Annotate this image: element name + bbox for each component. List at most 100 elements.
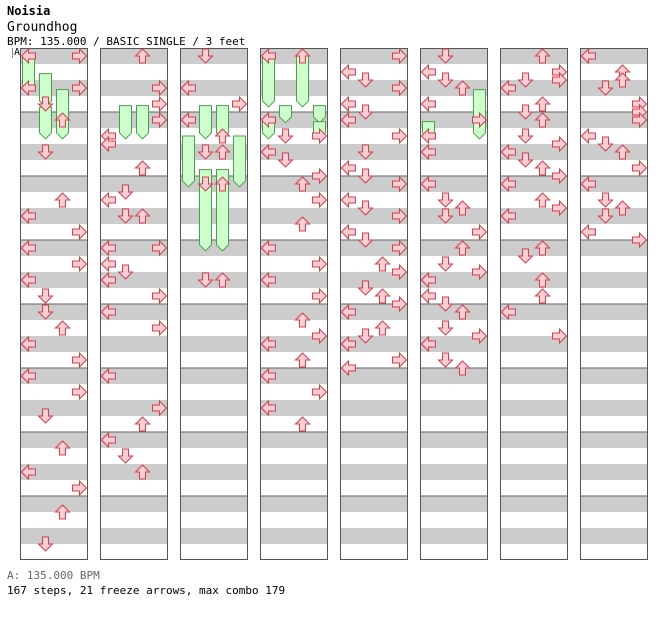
beat-stripe bbox=[340, 176, 408, 192]
beat-stripe bbox=[340, 304, 408, 320]
beat-stripe bbox=[580, 240, 648, 256]
step-arrow-up bbox=[214, 128, 231, 144]
beat-stripe bbox=[500, 368, 568, 384]
chart-summary: 167 steps, 21 freeze arrows, max combo 1… bbox=[7, 584, 286, 597]
beat-stripe bbox=[100, 48, 168, 64]
freeze-arrow bbox=[199, 169, 212, 252]
beat-stripe bbox=[180, 208, 248, 224]
step-arrow-down bbox=[517, 104, 534, 120]
step-arrow-left bbox=[420, 95, 436, 113]
column-border bbox=[260, 48, 328, 560]
beat-stripe bbox=[20, 368, 88, 384]
step-arrow-left bbox=[500, 143, 516, 161]
beat-stripe bbox=[420, 272, 488, 288]
step-arrow-left bbox=[260, 143, 276, 161]
step-arrow-up bbox=[294, 352, 311, 368]
step-arrow-right bbox=[392, 295, 408, 313]
freeze-arrow bbox=[136, 105, 149, 140]
beat-stripe bbox=[500, 496, 568, 512]
step-arrow-left bbox=[340, 95, 356, 113]
beat-stripe bbox=[180, 400, 248, 416]
step-arrow-up bbox=[294, 216, 311, 232]
step-arrow-left bbox=[100, 191, 116, 209]
beat-stripe bbox=[500, 432, 568, 448]
beat-stripe bbox=[340, 240, 408, 256]
beat-stripe bbox=[180, 144, 248, 160]
step-arrow-right bbox=[392, 175, 408, 193]
step-arrow-down bbox=[597, 192, 614, 208]
step-arrow-right bbox=[152, 399, 168, 417]
beat-stripe bbox=[180, 80, 248, 96]
beat-stripe bbox=[500, 144, 568, 160]
step-arrow-down bbox=[117, 448, 134, 464]
step-arrow-down bbox=[437, 352, 454, 368]
step-arrow-down bbox=[37, 288, 54, 304]
step-arrow-up bbox=[534, 96, 551, 112]
step-arrow-right bbox=[312, 287, 328, 305]
beat-stripe bbox=[340, 528, 408, 544]
step-arrow-down bbox=[517, 72, 534, 88]
step-arrow-right bbox=[72, 383, 88, 401]
step-arrow-right bbox=[552, 199, 568, 217]
beat-stripe bbox=[420, 432, 488, 448]
beat-stripe bbox=[580, 304, 648, 320]
step-arrow-up bbox=[534, 272, 551, 288]
beat-stripe bbox=[260, 144, 328, 160]
beat-stripe bbox=[500, 112, 568, 128]
step-arrow-up bbox=[534, 240, 551, 256]
step-arrow-right bbox=[152, 287, 168, 305]
beat-stripe bbox=[20, 336, 88, 352]
step-arrow-right bbox=[312, 327, 328, 345]
beat-stripe bbox=[580, 208, 648, 224]
beat-stripe bbox=[20, 528, 88, 544]
beat-stripe bbox=[340, 112, 408, 128]
step-arrow-up bbox=[534, 48, 551, 64]
step-arrow-right bbox=[72, 351, 88, 369]
beat-stripe bbox=[20, 496, 88, 512]
step-arrow-up bbox=[534, 288, 551, 304]
step-arrow-down bbox=[37, 304, 54, 320]
step-arrow-up bbox=[374, 288, 391, 304]
beat-stripe bbox=[580, 176, 648, 192]
step-arrow-left bbox=[100, 239, 116, 257]
freeze-arrow bbox=[39, 106, 52, 140]
step-arrow-left bbox=[20, 79, 36, 97]
column-border bbox=[500, 48, 568, 560]
step-arrow-right bbox=[72, 479, 88, 497]
beat-stripe bbox=[500, 464, 568, 480]
step-arrow-down bbox=[117, 264, 134, 280]
step-arrow-left bbox=[100, 367, 116, 385]
beat-stripe bbox=[500, 240, 568, 256]
step-arrow-right bbox=[392, 47, 408, 65]
beat-stripe bbox=[580, 144, 648, 160]
step-arrow-left bbox=[340, 111, 356, 129]
beat-stripe bbox=[500, 528, 568, 544]
beat-stripe bbox=[500, 208, 568, 224]
step-arrow-right bbox=[552, 135, 568, 153]
beat-stripe bbox=[420, 240, 488, 256]
beat-stripe bbox=[180, 240, 248, 256]
beat-stripe bbox=[340, 48, 408, 64]
step-arrow-right bbox=[552, 327, 568, 345]
step-arrow-down bbox=[277, 128, 294, 144]
beat-stripe bbox=[420, 80, 488, 96]
beat-stripe bbox=[260, 80, 328, 96]
beat-stripe bbox=[260, 304, 328, 320]
beat-stripe bbox=[420, 176, 488, 192]
beat-stripe bbox=[420, 464, 488, 480]
step-arrow-up bbox=[454, 360, 471, 376]
step-arrow-down bbox=[37, 96, 54, 112]
beat-stripe bbox=[100, 368, 168, 384]
step-arrow-down bbox=[437, 72, 454, 88]
column-border bbox=[180, 48, 248, 560]
step-arrow-down bbox=[357, 144, 374, 160]
step-arrow-up bbox=[454, 80, 471, 96]
beat-stripe bbox=[420, 48, 488, 64]
step-arrow-up bbox=[614, 144, 631, 160]
step-arrow-down bbox=[517, 128, 534, 144]
step-arrow-left bbox=[580, 47, 596, 65]
step-arrow-right bbox=[152, 239, 168, 257]
step-arrow-left bbox=[500, 207, 516, 225]
step-arrow-left bbox=[340, 63, 356, 81]
